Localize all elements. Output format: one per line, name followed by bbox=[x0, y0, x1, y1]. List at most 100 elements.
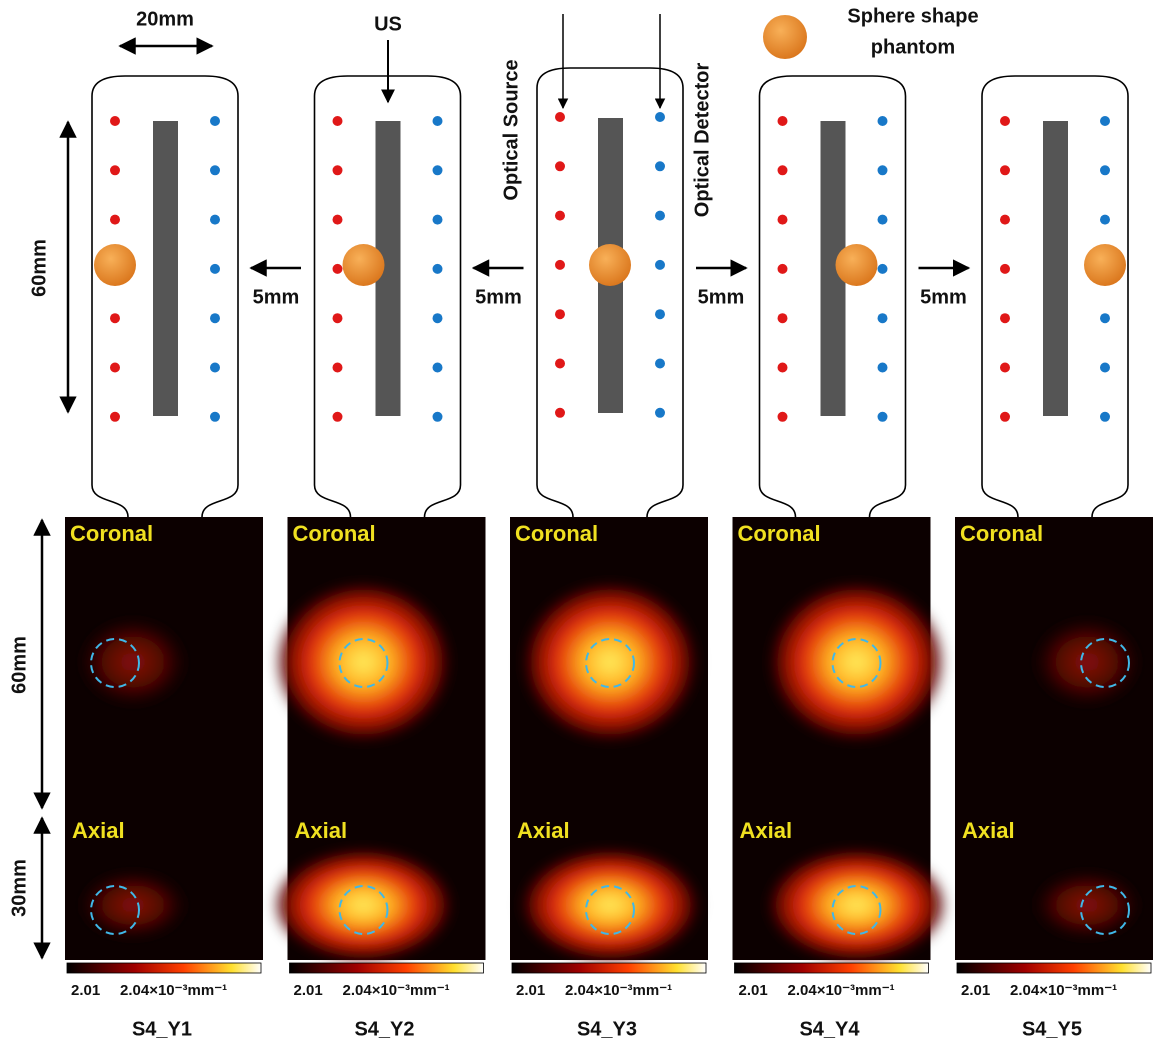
axial-label: Axial bbox=[962, 818, 1015, 843]
blob bbox=[1032, 870, 1142, 940]
blob bbox=[272, 847, 456, 963]
detector-dot bbox=[210, 412, 220, 422]
source-dot bbox=[333, 116, 343, 126]
detector-dot bbox=[1100, 215, 1110, 225]
source-dot bbox=[778, 165, 788, 175]
us-transducer bbox=[1043, 121, 1068, 416]
detector-dot bbox=[655, 309, 665, 319]
axial-label: Axial bbox=[295, 818, 348, 843]
source-dot bbox=[778, 412, 788, 422]
blob bbox=[767, 580, 947, 744]
detector-dot bbox=[433, 313, 443, 323]
detector-dot bbox=[878, 116, 888, 126]
colorbar-min: 2.01 bbox=[961, 982, 990, 999]
detector-dot bbox=[433, 412, 443, 422]
height-label: 60mm bbox=[8, 636, 30, 694]
detector-dot bbox=[1100, 165, 1110, 175]
panel-name: S4_Y2 bbox=[354, 1018, 414, 1040]
colorbar-max: 2.04×10⁻³mm⁻¹ bbox=[788, 982, 895, 999]
colorbar bbox=[290, 963, 484, 973]
detector-dot bbox=[210, 215, 220, 225]
colorbar-min: 2.01 bbox=[71, 982, 100, 999]
source-dot bbox=[333, 215, 343, 225]
blob bbox=[765, 847, 949, 963]
detector-dot bbox=[433, 116, 443, 126]
us-transducer bbox=[153, 121, 178, 416]
colorbar-min: 2.01 bbox=[294, 982, 323, 999]
blob bbox=[1032, 617, 1142, 707]
source-dot bbox=[778, 313, 788, 323]
axial-label: Axial bbox=[72, 818, 125, 843]
detector-dot bbox=[878, 215, 888, 225]
source-dot bbox=[110, 116, 120, 126]
detector-dot bbox=[210, 313, 220, 323]
colorbar-min: 2.01 bbox=[516, 982, 545, 999]
colorbar-max: 2.04×10⁻³mm⁻¹ bbox=[565, 982, 672, 999]
detector-dot bbox=[878, 363, 888, 373]
source-dot bbox=[110, 313, 120, 323]
us-label: US bbox=[374, 13, 402, 35]
axial-label: Axial bbox=[517, 818, 570, 843]
height-label: 60mm bbox=[28, 239, 50, 297]
height-label: 30mm bbox=[8, 859, 30, 917]
detector-dot bbox=[655, 211, 665, 221]
colorbar bbox=[957, 963, 1151, 973]
source-dot bbox=[333, 165, 343, 175]
detector-dot bbox=[433, 363, 443, 373]
colorbar-min: 2.01 bbox=[739, 982, 768, 999]
source-dot bbox=[110, 363, 120, 373]
colorbar bbox=[735, 963, 929, 973]
detector-dot bbox=[655, 260, 665, 270]
source-dot bbox=[555, 112, 565, 122]
source-dot bbox=[333, 363, 343, 373]
source-dot bbox=[1000, 165, 1010, 175]
blob bbox=[78, 870, 188, 940]
sphere bbox=[94, 244, 136, 286]
source-dot bbox=[555, 161, 565, 171]
sphere-label: Sphere shape bbox=[847, 5, 978, 27]
panel-name: S4_Y3 bbox=[577, 1018, 637, 1040]
detector-dot bbox=[433, 165, 443, 175]
source-dot bbox=[778, 116, 788, 126]
panels: Coronal Axial 2.01 2.04×10⁻³mm⁻¹ S4_Y1 Corona… bbox=[65, 517, 1153, 1040]
source-dot bbox=[555, 359, 565, 369]
detector-label: Optical Detector bbox=[691, 63, 713, 218]
detector-dot bbox=[878, 412, 888, 422]
sphere-legend bbox=[763, 15, 807, 59]
source-dot bbox=[110, 412, 120, 422]
panel-name: S4_Y1 bbox=[132, 1018, 192, 1040]
source-dot bbox=[555, 408, 565, 418]
blob bbox=[78, 617, 188, 707]
source-dot bbox=[110, 215, 120, 225]
detector-dot bbox=[210, 116, 220, 126]
blob bbox=[520, 580, 700, 744]
source-dot bbox=[1000, 313, 1010, 323]
source-dot bbox=[333, 412, 343, 422]
source-dot bbox=[778, 264, 788, 274]
detector-dot bbox=[210, 264, 220, 274]
figure: 5mm5mm5mm5mm Coronal Axial 2.01 2.04×10⁻³mm… bbox=[0, 0, 1155, 1048]
source-dot bbox=[1000, 412, 1010, 422]
detector-dot bbox=[1100, 363, 1110, 373]
detector-dot bbox=[655, 359, 665, 369]
shift-label: 5mm bbox=[475, 286, 522, 308]
colorbar bbox=[67, 963, 261, 973]
source-dot bbox=[1000, 264, 1010, 274]
detector-dot bbox=[655, 112, 665, 122]
colorbar bbox=[512, 963, 706, 973]
source-dot bbox=[110, 165, 120, 175]
source-dot bbox=[1000, 363, 1010, 373]
source-dot bbox=[1000, 215, 1010, 225]
detector-dot bbox=[878, 313, 888, 323]
coronal-label: Coronal bbox=[293, 521, 376, 546]
panel-name: S4_Y5 bbox=[1022, 1018, 1082, 1040]
coronal-label: Coronal bbox=[515, 521, 598, 546]
detector-dot bbox=[210, 165, 220, 175]
blob bbox=[518, 847, 702, 963]
detector-dot bbox=[1100, 116, 1110, 126]
source-dot bbox=[778, 363, 788, 373]
coronal-label: Coronal bbox=[70, 521, 153, 546]
source-dot bbox=[333, 264, 343, 274]
detector-dot bbox=[878, 165, 888, 175]
